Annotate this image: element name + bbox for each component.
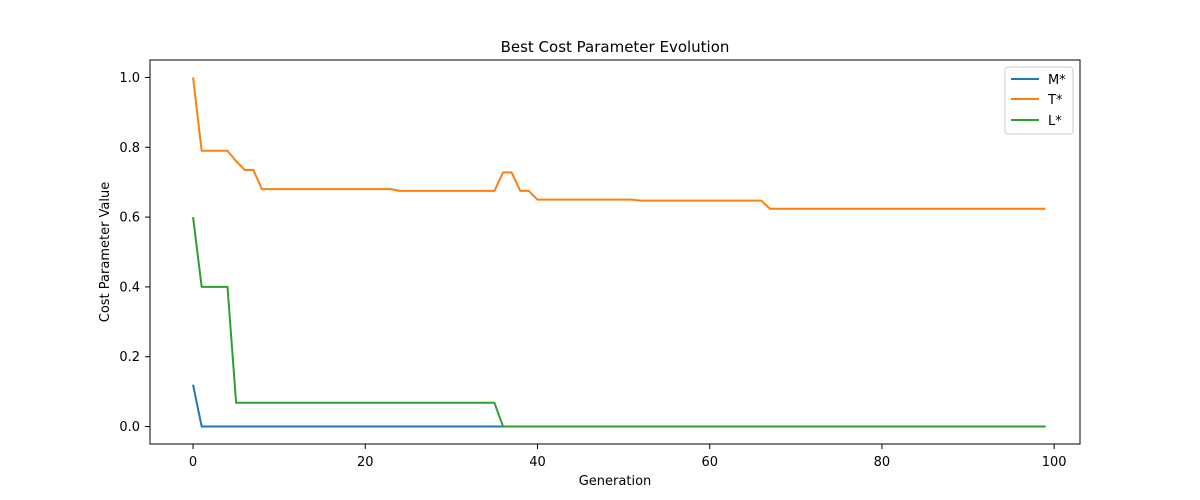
x-tick-label-2: 40 <box>529 455 546 470</box>
series-line-l <box>192 216 1046 428</box>
x-axis-ticks: 0 20 40 60 80 100 <box>189 444 1067 470</box>
x-tick-label-0: 0 <box>189 455 197 470</box>
legend: M* T* L* <box>1004 66 1074 135</box>
y-tick-label-1: 0.2 <box>119 350 140 365</box>
y-axis-label: Cost Parameter Value <box>98 182 113 323</box>
y-tick-label-2: 0.4 <box>119 280 140 295</box>
y-tick-label-5: 1.0 <box>119 71 140 86</box>
x-tick-label-3: 60 <box>701 455 718 470</box>
plot-frame <box>149 59 1081 445</box>
plot-area: 0 20 40 60 80 100 0.0 0.2 0.4 0.6 0.8 1.0 <box>119 59 1081 470</box>
y-tick-label-4: 0.8 <box>119 141 140 156</box>
legend-label-t: T* <box>1047 93 1063 108</box>
x-tick-label-5: 100 <box>1042 455 1067 470</box>
y-axis-ticks: 0.0 0.2 0.4 0.6 0.8 1.0 <box>119 71 150 435</box>
y-tick-label-3: 0.6 <box>119 211 140 226</box>
legend-label-l: L* <box>1048 114 1062 129</box>
legend-item-t: T* <box>1011 93 1063 108</box>
legend-label-m: M* <box>1048 73 1066 88</box>
x-tick-label-1: 20 <box>357 455 374 470</box>
x-tick-label-4: 80 <box>874 455 891 470</box>
series-layer <box>192 77 1046 428</box>
x-axis-label: Generation <box>579 474 652 489</box>
legend-item-m: M* <box>1011 73 1066 88</box>
legend-box <box>1004 66 1074 135</box>
chart-title: Best Cost Parameter Evolution <box>501 38 730 56</box>
y-tick-label-0: 0.0 <box>119 420 140 435</box>
legend-item-l: L* <box>1011 114 1062 129</box>
series-line-t <box>192 77 1046 210</box>
